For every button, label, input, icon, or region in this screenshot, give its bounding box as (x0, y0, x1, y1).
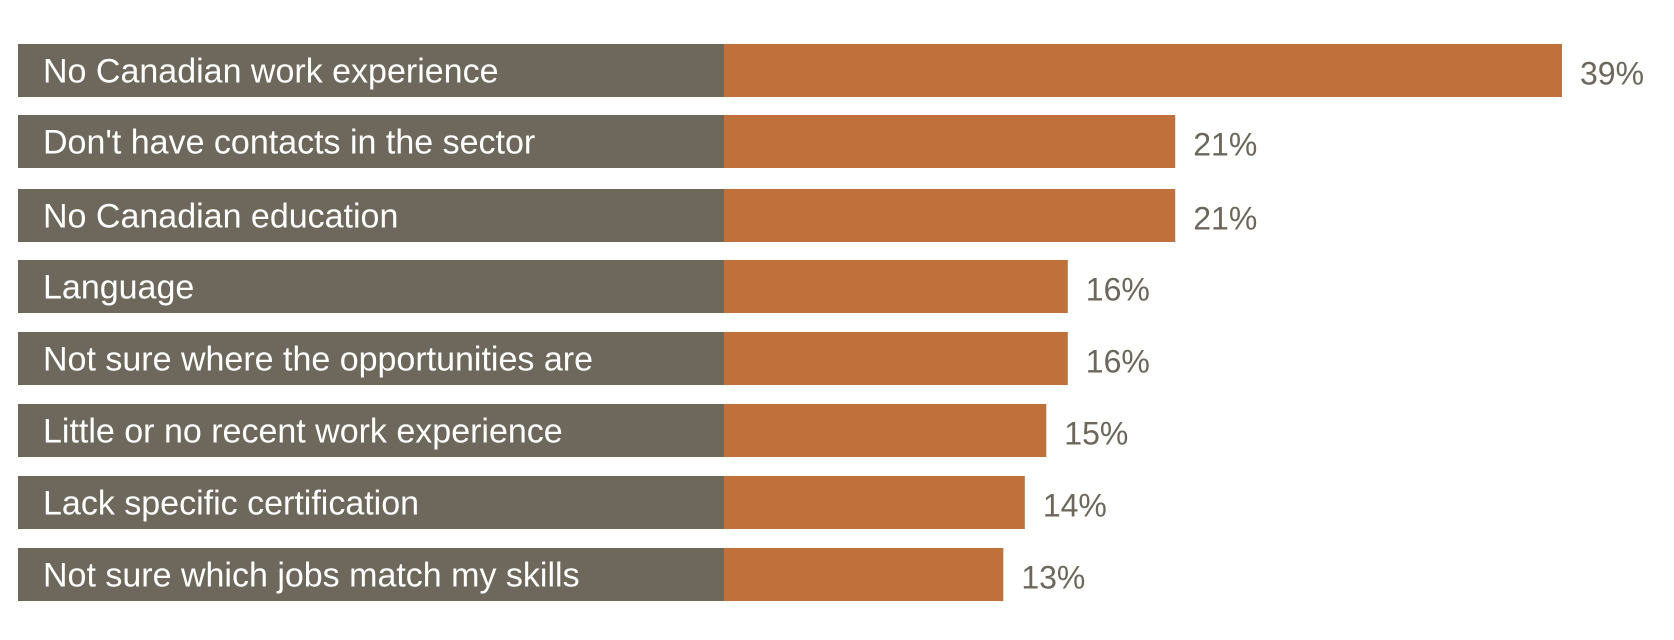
chart-rows: No Canadian work experience 39% Don't have… (18, 44, 1644, 601)
bar-3 (724, 260, 1068, 313)
bar-1 (724, 115, 1176, 168)
category-label-7: Not sure which jobs match my skills (43, 557, 580, 595)
category-label-4: Not sure where the opportunities are (43, 341, 593, 379)
value-label-0: 39% (1580, 56, 1644, 92)
value-label-4: 16% (1086, 344, 1150, 380)
value-label-6: 14% (1043, 488, 1107, 524)
category-label-5: Little or no recent work experience (43, 413, 563, 451)
bar-5 (724, 404, 1047, 457)
category-band-5 (18, 404, 724, 457)
bar-6 (724, 476, 1025, 529)
value-label-7: 13% (1021, 560, 1085, 596)
value-label-1: 21% (1193, 127, 1257, 163)
bar-4 (724, 332, 1068, 385)
category-label-6: Lack specific certification (43, 485, 419, 523)
value-label-5: 15% (1064, 416, 1128, 452)
category-band-1 (18, 115, 724, 168)
category-band-0 (18, 44, 724, 97)
bar-0 (724, 44, 1562, 97)
category-label-1: Don't have contacts in the sector (43, 124, 535, 162)
category-label-2: No Canadian education (43, 198, 398, 236)
category-label-3: Language (43, 269, 194, 307)
category-label-0: No Canadian work experience (43, 53, 498, 91)
category-band-3 (18, 260, 724, 313)
bar-7 (724, 548, 1004, 601)
value-label-3: 16% (1086, 272, 1150, 308)
value-label-2: 21% (1193, 201, 1257, 237)
category-band-6 (18, 476, 724, 529)
category-band-4 (18, 332, 724, 385)
category-band-7 (18, 548, 724, 601)
bar-2 (724, 189, 1176, 242)
category-band-2 (18, 189, 724, 242)
